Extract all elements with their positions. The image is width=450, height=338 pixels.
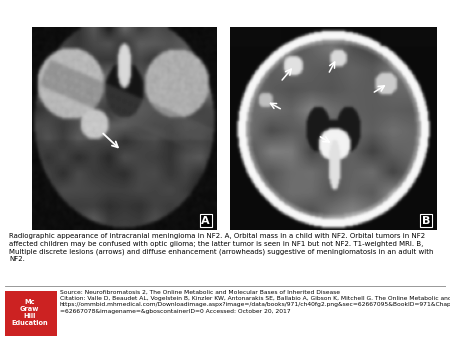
Text: Mc
Graw
Hill
Education: Mc Graw Hill Education: [11, 299, 48, 327]
Text: Radiographic appearance of intracranial meningioma in NF2. A, Orbital mass in a : Radiographic appearance of intracranial …: [9, 233, 433, 262]
Text: A: A: [201, 216, 210, 226]
Text: Source: Neurofibromatosis 2, The Online Metabolic and Molecular Bases of Inherit: Source: Neurofibromatosis 2, The Online …: [59, 289, 450, 314]
Text: B: B: [422, 216, 430, 226]
FancyBboxPatch shape: [2, 291, 58, 336]
